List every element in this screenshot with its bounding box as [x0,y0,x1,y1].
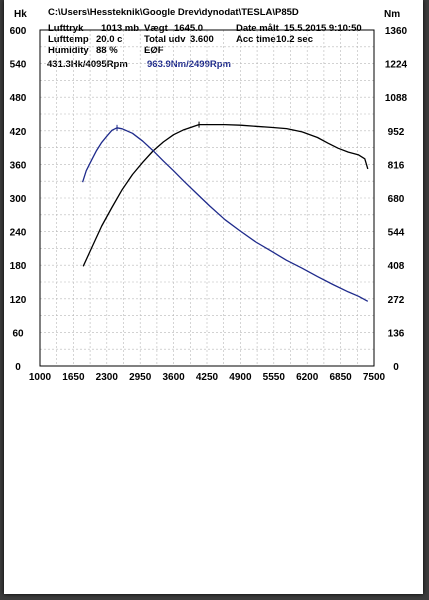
right-tick-label: 1088 [385,93,408,104]
x-tick-label: 4900 [229,372,252,383]
eof-label: EØF [144,45,164,56]
left-tick-label: 240 [10,228,27,239]
left-tick-label: 0 [15,362,21,373]
grid [40,30,374,366]
right-axis-unit: Nm [384,9,400,20]
right-tick-label: 1360 [385,26,408,37]
power-curve [82,123,369,267]
left-tick-label: 600 [10,26,27,37]
lufttryk-value: 1013 mb [101,23,139,34]
humidity-value: 88 % [96,45,118,56]
total-label: Total udv [144,34,186,45]
date-value: 15.5.2015 9:10:50 [284,23,362,34]
plot-frame [39,29,375,367]
lufttryk-label: Lufttryk [48,23,84,34]
x-tick-label: 2300 [96,372,119,383]
x-tick-label: 2950 [129,372,152,383]
x-tick-label: 6200 [296,372,319,383]
acc-value: 10.2 sec [276,34,313,45]
right-tick-label: 952 [388,127,405,138]
x-tick-label: 7500 [363,372,386,383]
lufttemp-label: Lufttemp [48,34,89,45]
right-tick-label: 0 [393,362,399,373]
right-tick-label: 544 [388,228,405,239]
acc-label: Acc time [236,34,276,45]
torque-curve [81,127,369,302]
x-tick-labels: 1000 1650 2300 2950 3600 4250 4900 5550 6200 6850… [29,372,386,383]
right-tick-label: 136 [388,328,405,339]
humidity-label: Humidity [48,45,89,56]
vaegt-label: Vægt [144,23,169,34]
left-tick-label: 360 [10,160,27,171]
total-value: 3.600 [190,34,214,45]
x-tick-label: 6850 [329,372,352,383]
peak-power: 431.3Hk/4095Rpm [47,59,128,70]
x-tick-label: 5550 [263,372,286,383]
x-tick-label: 4250 [196,372,219,383]
right-tick-label: 680 [388,194,405,205]
right-tick-label: 408 [388,261,405,272]
x-tick-label: 3600 [162,372,185,383]
dyno-sheet: C:\Users\Hessteknik\Google Drev\dynodat\… [4,0,423,594]
vaegt-value: 1645.0 [174,23,203,34]
plot-border [39,29,375,367]
left-tick-label: 300 [10,194,27,205]
left-tick-label: 540 [10,60,27,71]
left-tick-label: 180 [10,261,27,272]
left-tick-labels: 0 60 120 180 240 300 360 420 480 540 600 [10,26,27,373]
file-path: C:\Users\Hessteknik\Google Drev\dynodat\… [48,7,299,18]
x-tick-label: 1650 [62,372,85,383]
series-lines [81,121,369,302]
left-tick-label: 420 [10,127,27,138]
peak-torque: 963.9Nm/2499Rpm [147,59,231,70]
left-tick-label: 480 [10,93,27,104]
right-tick-label: 272 [388,295,405,306]
right-tick-label: 816 [388,160,405,171]
x-tick-label: 1000 [29,372,52,383]
right-tick-label: 1224 [385,60,408,71]
left-tick-label: 120 [10,295,27,306]
left-axis-unit: Hk [14,9,27,20]
right-tick-labels: 0 136 272 408 544 680 816 952 1088 1224 1360 [385,26,408,373]
lufttemp-value: 20.0 c [96,34,122,45]
dyno-chart: C:\Users\Hessteknik\Google Drev\dynodat\… [10,7,408,383]
left-tick-label: 60 [12,328,24,339]
date-label: Date målt [236,23,280,34]
